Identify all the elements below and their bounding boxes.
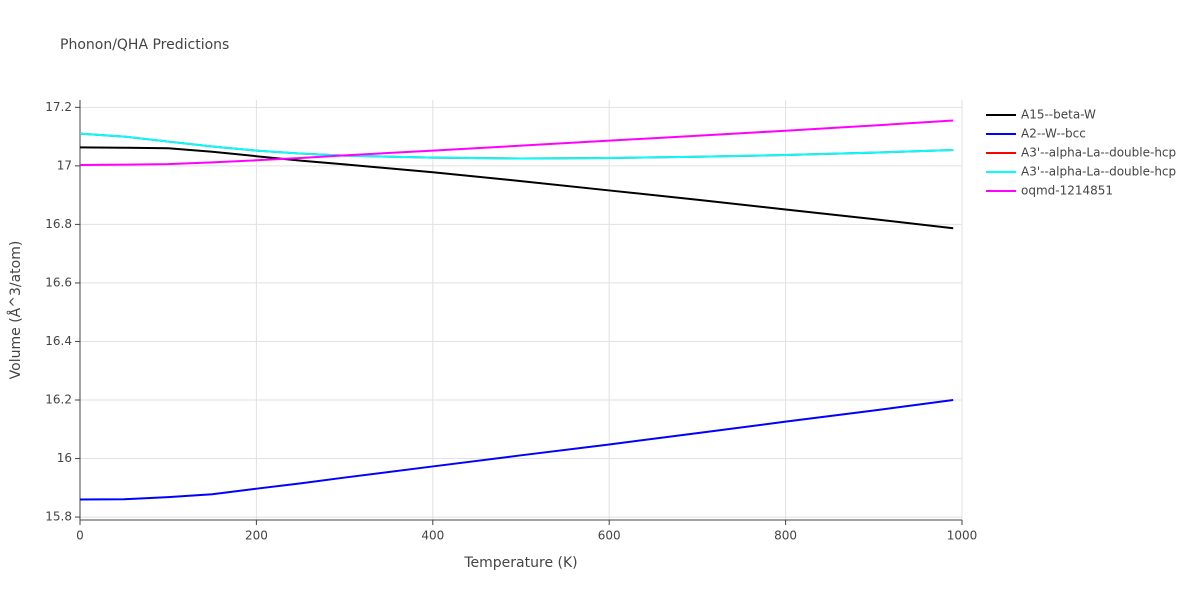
legend-label: oqmd-1214851 xyxy=(1021,184,1113,198)
series-line xyxy=(79,119,954,166)
x-tick-label: 400 xyxy=(421,529,444,543)
y-axis-label: Volume (Å^3/atom) xyxy=(7,241,24,380)
y-tick-label: 16.4 xyxy=(45,334,72,348)
legend-label: A3'--alpha-La--double-hcp xyxy=(1021,146,1176,160)
y-tick-label: 16.6 xyxy=(45,275,72,289)
x-tick-label: 600 xyxy=(598,529,621,543)
y-tick-label: 15.8 xyxy=(45,510,72,524)
y-tick-label: 17.2 xyxy=(45,100,72,114)
y-tick-label: 16.2 xyxy=(45,393,72,407)
y-tick-label: 16 xyxy=(57,451,72,465)
legend-label: A2--W--bcc xyxy=(1021,127,1086,141)
x-axis-label: Temperature (K) xyxy=(463,555,577,571)
series-line xyxy=(79,132,954,160)
chart-title: Phonon/QHA Predictions xyxy=(60,37,229,53)
x-tick-label: 1000 xyxy=(947,529,978,543)
x-tick-label: 0 xyxy=(76,529,84,543)
y-tick-label: 16.8 xyxy=(45,217,72,231)
series-line xyxy=(79,146,954,230)
x-tick-label: 800 xyxy=(774,529,797,543)
series-line xyxy=(79,399,954,501)
legend-label: A3'--alpha-La--double-hcp xyxy=(1021,165,1176,179)
y-tick-label: 17 xyxy=(57,158,72,172)
legend-label: A15--beta-W xyxy=(1021,108,1096,122)
x-tick-label: 200 xyxy=(245,529,268,543)
